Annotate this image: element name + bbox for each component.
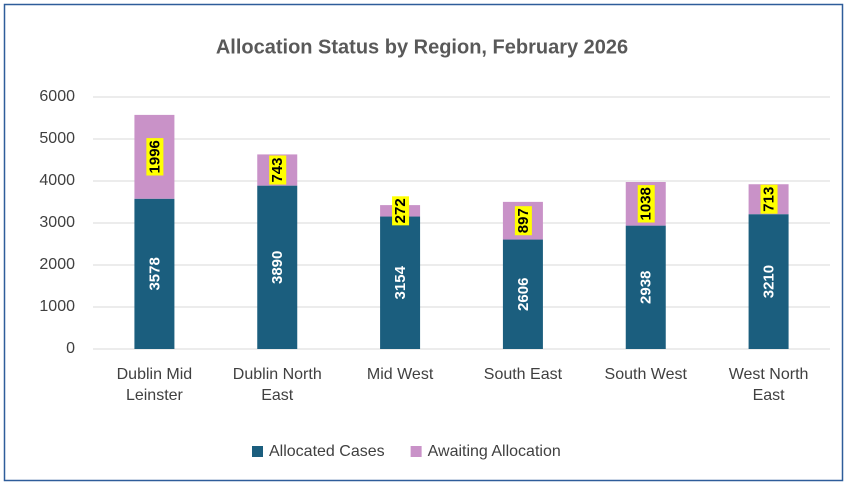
data-label: 743 <box>269 158 286 183</box>
data-label-bg <box>146 138 164 176</box>
data-label-group: 3890 <box>269 251 286 284</box>
data-label: 1996 <box>146 140 163 173</box>
y-tick-label: 1000 <box>39 298 75 315</box>
data-label: 713 <box>761 187 778 212</box>
x-tick-label: South West <box>604 366 687 383</box>
x-tick-label: West North East <box>728 366 809 404</box>
y-tick-label: 6000 <box>39 88 75 105</box>
x-tick-label: Mid West <box>366 366 434 383</box>
data-label-group: 1996 <box>146 138 164 176</box>
data-label-bg <box>392 196 410 226</box>
data-label-group: 2606 <box>515 278 532 311</box>
data-label: 272 <box>392 198 409 223</box>
legend-label: Awaiting Allocation <box>428 443 561 460</box>
chart-title: Allocation Status by Region, February 20… <box>216 36 628 58</box>
bar-segment <box>380 216 421 349</box>
x-tick-label: Dublin Mid Leinster <box>116 366 193 404</box>
data-label: 897 <box>515 208 532 233</box>
data-label-bg <box>637 185 655 223</box>
data-label-bg <box>760 184 778 214</box>
data-label-group: 2938 <box>638 271 655 304</box>
data-label: 2606 <box>515 278 532 311</box>
data-label: 2938 <box>638 271 655 304</box>
data-label: 3890 <box>269 251 286 284</box>
chart-border <box>3 3 844 482</box>
data-label: 3210 <box>761 265 778 298</box>
data-label-group: 1038 <box>637 185 655 223</box>
x-tick-label: Dublin North East <box>232 366 322 404</box>
y-tick-label: 2000 <box>39 256 75 273</box>
data-label: 3578 <box>146 257 163 290</box>
data-label: 1038 <box>638 187 655 220</box>
data-label-group: 743 <box>269 155 287 185</box>
data-label-group: 3578 <box>146 257 163 290</box>
bar-segment <box>257 185 298 349</box>
data-label-group: 272 <box>392 196 410 226</box>
legend-swatch <box>410 446 422 457</box>
bar-segment <box>748 214 789 349</box>
y-tick-label: 4000 <box>39 172 75 189</box>
data-label-group: 713 <box>760 184 778 214</box>
data-label: 3154 <box>392 265 409 299</box>
data-label-bg <box>269 155 287 185</box>
bar-segment <box>134 198 175 349</box>
data-label-bg <box>514 206 532 236</box>
data-label-group: 3154 <box>392 265 409 299</box>
legend-label: Allocated Cases <box>269 443 385 460</box>
y-tick-label: 3000 <box>39 214 75 231</box>
bar-segment <box>502 239 543 349</box>
y-tick-label: 0 <box>66 340 75 357</box>
x-tick-label: South East <box>483 366 563 383</box>
legend-swatch <box>252 446 263 457</box>
data-label-group: 897 <box>514 206 532 236</box>
bar-segment <box>625 225 666 349</box>
y-tick-label: 5000 <box>39 130 75 147</box>
data-label-group: 3210 <box>761 265 778 298</box>
